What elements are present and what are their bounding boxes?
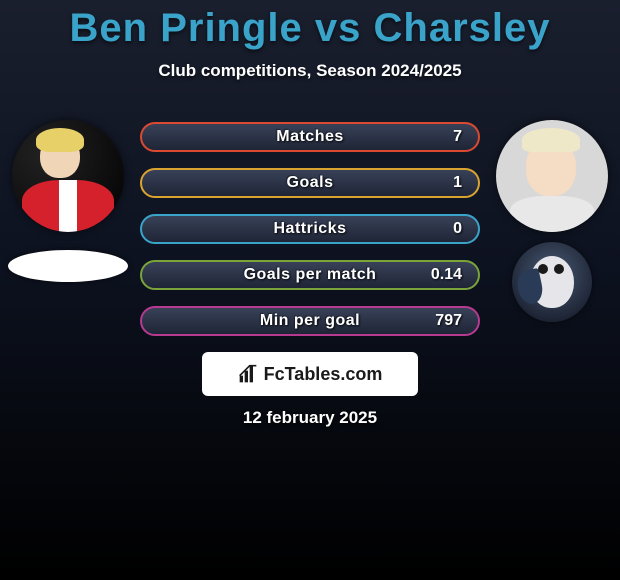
stat-bar-hattricks: Hattricks 0 (140, 214, 480, 244)
stat-bar-matches: Matches 7 (140, 122, 480, 152)
stat-value: 1 (453, 174, 462, 192)
player-2-shirt (510, 196, 594, 232)
player-2-column (492, 120, 612, 322)
fctables-logo: FcTables.com (202, 352, 418, 396)
page-title: Ben Pringle vs Charsley (0, 0, 620, 51)
subtitle: Club competitions, Season 2024/2025 (0, 61, 620, 81)
stat-value: 7 (453, 128, 462, 146)
stats-bars: Matches 7 Goals 1 Hattricks 0 Goals per … (140, 122, 480, 352)
stat-bar-goals-per-match: Goals per match 0.14 (140, 260, 480, 290)
player-1-club-badge (8, 250, 128, 282)
stat-bar-min-per-goal: Min per goal 797 (140, 306, 480, 336)
player-1-shirt (22, 180, 114, 232)
bar-chart-icon (238, 364, 258, 384)
stat-label: Goals per match (244, 266, 377, 284)
stat-bar-goals: Goals 1 (140, 168, 480, 198)
player-1-avatar (12, 120, 124, 232)
date-text: 12 february 2025 (0, 408, 620, 428)
stat-value: 0.14 (431, 266, 462, 284)
player-1-column (8, 120, 128, 282)
player-2-club-badge (512, 242, 592, 322)
owl-eye-left (538, 264, 548, 274)
player-2-avatar (496, 120, 608, 232)
stat-label: Hattricks (274, 220, 347, 238)
stat-value: 0 (453, 220, 462, 238)
stat-label: Min per goal (260, 312, 360, 330)
logo-text: FcTables.com (264, 364, 383, 385)
stat-label: Goals (287, 174, 334, 192)
stat-label: Matches (276, 128, 344, 146)
stat-value: 797 (435, 312, 462, 330)
owl-eye-right (554, 264, 564, 274)
